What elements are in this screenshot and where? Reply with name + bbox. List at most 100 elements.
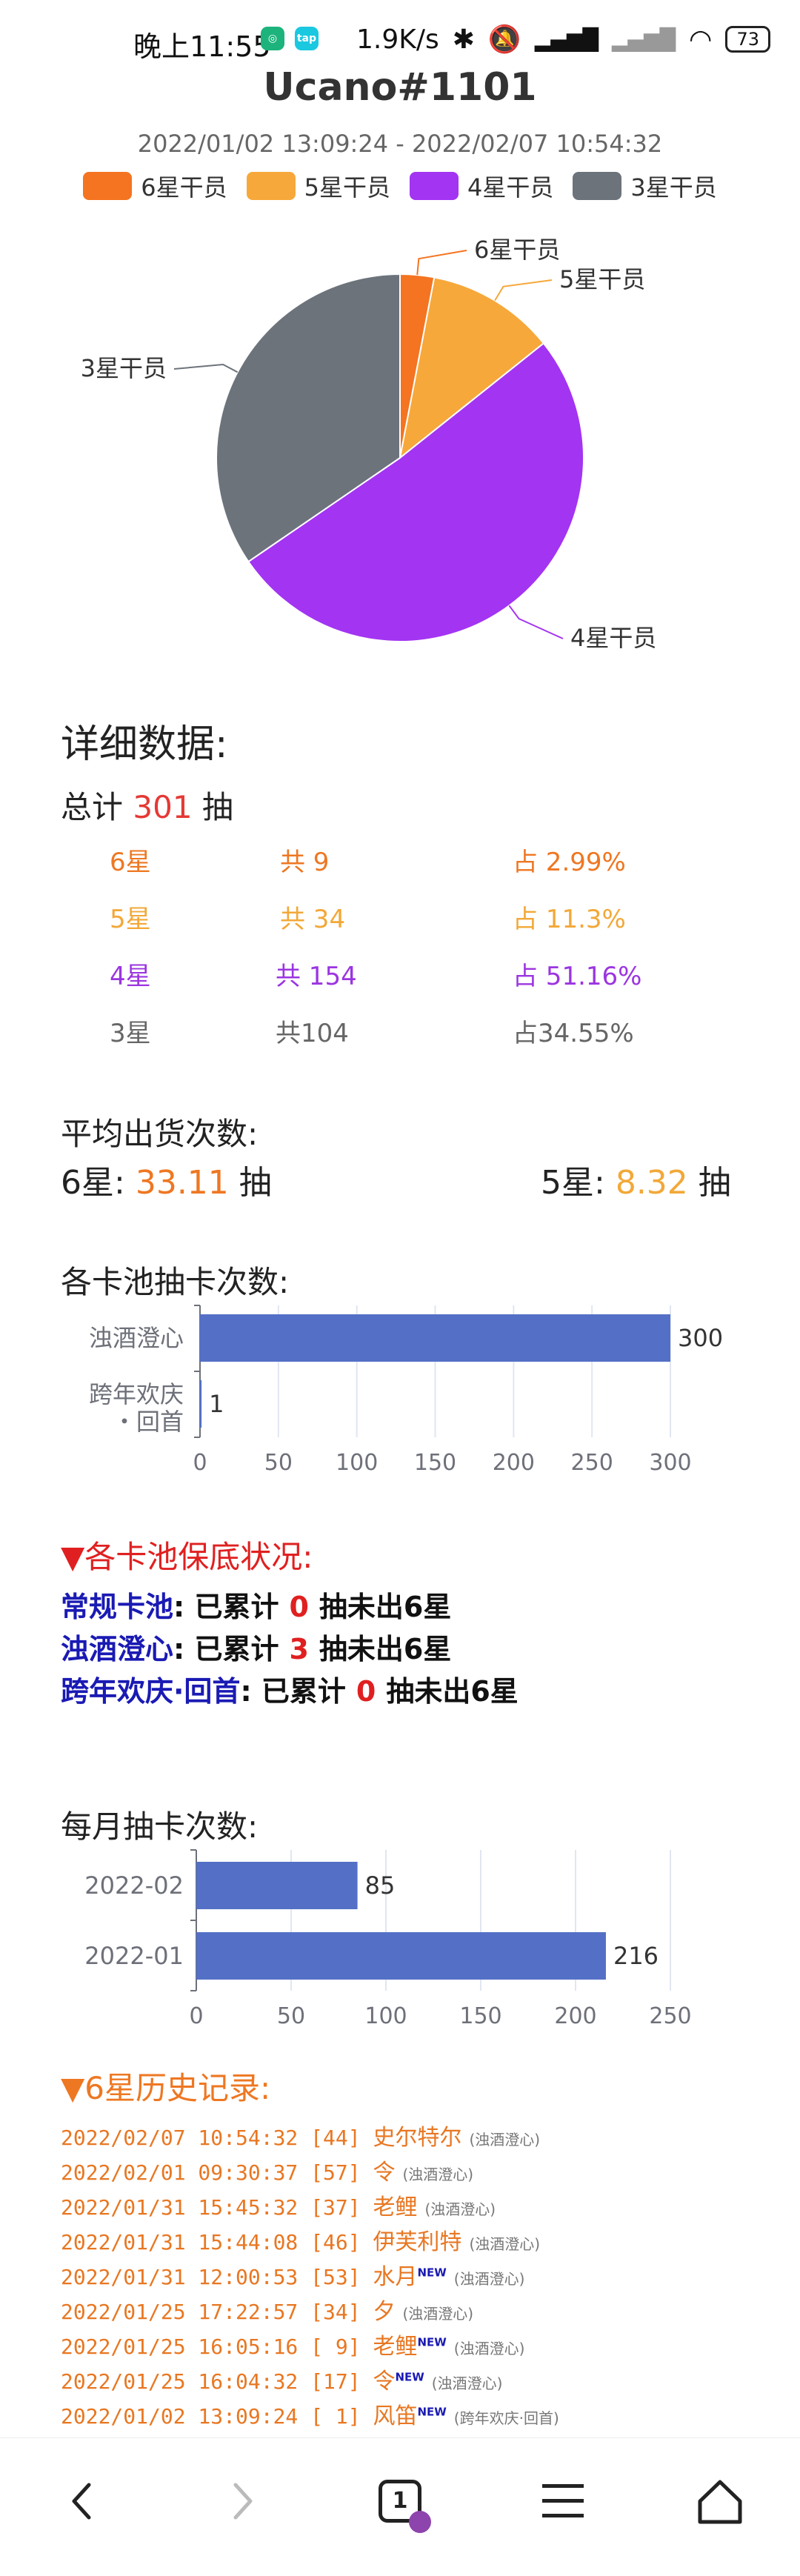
- monthly-bar-chart: 2022-02 2022-01 85 216 0 50 100 150 200 250: [84, 1849, 692, 2029]
- legend-swatch: [573, 172, 622, 200]
- monthly-tick-labels: 0 50 100 150 200 250: [189, 2003, 691, 2029]
- date-range: 2022/01/02 13:09:24 - 2022/02/07 10:54:3…: [137, 130, 663, 158]
- record-pool: (浊酒澄心): [402, 2305, 474, 2323]
- forward-button[interactable]: [199, 2460, 287, 2542]
- legend-item-5star[interactable]: 5星干员: [246, 169, 390, 203]
- pie-slice: [247, 342, 584, 642]
- detail-row-4star: 4星 共 154 占 51.16%: [0, 956, 800, 1000]
- record-pool: (浊酒澄心): [469, 2235, 541, 2253]
- forward-arrow-icon: [233, 2483, 253, 2520]
- detail-row-6star: 6星 共 9 占 2.99%: [0, 842, 800, 886]
- record-time: 2022/02/01 09:30:37 [57]: [61, 2160, 373, 2185]
- avg-five-value: 8.32: [615, 1164, 688, 1202]
- battery-icon: 73: [725, 26, 770, 53]
- legend-swatch: [410, 172, 459, 200]
- legend-swatch: [83, 172, 133, 200]
- browser-nav-bar: 1: [0, 2437, 800, 2576]
- tick-label: 0: [193, 1450, 207, 1476]
- record-time: 2022/01/02 13:09:24 [ 1]: [61, 2404, 373, 2429]
- record-name: 老鲤: [373, 2334, 418, 2360]
- legend-label: 5星干员: [304, 173, 390, 202]
- taptap-app-icon: tap: [295, 27, 319, 50]
- history-heading[interactable]: ▼6星历史记录:: [61, 2070, 271, 2106]
- status-indicators: 1.9K/s ✱ 🔕 ▂▄▆█ ▂▄▆█ ◠ 73: [356, 24, 770, 55]
- history-record: 2022/02/07 10:54:32 [44] 史尔特尔 (浊酒澄心): [61, 2119, 540, 2151]
- tick-label: 150: [414, 1450, 456, 1476]
- history-record: 2022/02/01 09:30:37 [57] 令 (浊酒澄心): [61, 2154, 473, 2186]
- record-pool: (浊酒澄心): [453, 2270, 525, 2288]
- new-tag: NEW: [417, 2405, 447, 2419]
- legend-label: 4星干员: [467, 173, 554, 202]
- bar-value-label: 85: [365, 1871, 396, 1900]
- pie-label-line: [494, 279, 553, 302]
- bar-value-label: 300: [678, 1324, 723, 1352]
- record-time: 2022/01/31 15:44:08 [46]: [61, 2230, 373, 2254]
- avg-six-value: 33.11: [135, 1164, 229, 1202]
- record-pool: (浊酒澄心): [469, 2131, 541, 2149]
- guarantee-pool: 常规卡池: [61, 1591, 174, 1623]
- detail-row-3star: 3星 共104 占34.55%: [0, 1013, 800, 1057]
- menu-button[interactable]: [519, 2460, 607, 2542]
- bar: [200, 1380, 202, 1428]
- total-pulls: 总计 301 抽: [61, 782, 233, 828]
- history-record: 2022/01/31 15:45:32 [37] 老鲤 (浊酒澄心): [61, 2189, 496, 2221]
- pie-label: 6星干员: [474, 236, 560, 264]
- detail-count: 共 154: [276, 962, 357, 991]
- record-name: 水月: [373, 2264, 418, 2290]
- guarantee-heading[interactable]: ▼各卡池保底状况:: [61, 1539, 313, 1575]
- legend-item-6star[interactable]: 6星干员: [83, 169, 227, 203]
- avg-six-label: 6星:: [61, 1164, 125, 1202]
- history-record: 2022/01/25 17:22:57 [34] 夕 (浊酒澄心): [61, 2293, 473, 2326]
- tick-label: 0: [189, 2003, 203, 2029]
- tick-label: 150: [459, 2003, 501, 2029]
- guarantee-suffix: 抽未出6星: [386, 1675, 519, 1708]
- pool-category-label: 浊酒澄心: [89, 1324, 184, 1352]
- pools-chart-heading: 各卡池抽卡次数:: [61, 1264, 290, 1300]
- legend-label: 3星干员: [630, 173, 717, 202]
- tick-label: 200: [554, 2003, 596, 2029]
- menu-icon: [542, 2484, 584, 2517]
- pie-label-line: [508, 605, 564, 639]
- tick-label: 200: [493, 1450, 535, 1476]
- legend-label: 6星干员: [141, 173, 227, 202]
- guarantee-pool: 跨年欢庆·回首: [61, 1675, 241, 1708]
- legend-item-3star[interactable]: 3星干员: [573, 169, 717, 203]
- back-button[interactable]: [37, 2460, 126, 2542]
- new-tag: NEW: [417, 2266, 447, 2280]
- pie-label: 5星干员: [559, 265, 645, 293]
- bar-value-label: 216: [613, 1942, 659, 1970]
- detail-pct: 占 11.3%: [513, 905, 626, 934]
- bar: [196, 1862, 358, 1909]
- pools-bars: 300 1: [200, 1314, 723, 1428]
- wifi-icon: ◠: [689, 24, 713, 55]
- detail-pct: 占34.55%: [513, 1019, 634, 1048]
- tick-label: 250: [571, 1450, 613, 1476]
- tick-label: 100: [336, 1450, 378, 1476]
- home-icon: [698, 2480, 742, 2524]
- month-category-label: 2022-02: [84, 1871, 184, 1900]
- guarantee-prefix: 已累计: [261, 1675, 346, 1708]
- pie-label-line: [416, 250, 467, 276]
- pie-label-line: [173, 364, 239, 373]
- guarantee-count: 3: [289, 1633, 309, 1665]
- detail-row-5star: 5星 共 34 占 11.3%: [0, 899, 800, 943]
- monthly-bars: 85 216: [196, 1862, 659, 1980]
- guarantee-count: 0: [356, 1675, 376, 1708]
- legend-item-4star[interactable]: 4星干员: [410, 169, 553, 203]
- incognito-badge-icon: [409, 2511, 431, 2533]
- tabs-button[interactable]: 1: [356, 2460, 444, 2542]
- record-pool: (浊酒澄心): [424, 2200, 496, 2218]
- detail-pct: 占 2.99%: [513, 848, 626, 877]
- pie-legend: 6星干员 5星干员 4星干员 3星干员: [0, 169, 800, 203]
- guarantee-suffix: 抽未出6星: [319, 1591, 452, 1623]
- record-pool: (浊酒澄心): [453, 2340, 525, 2357]
- home-button[interactable]: [676, 2460, 764, 2542]
- bluetooth-icon: ✱: [452, 24, 475, 55]
- total-value: 301: [133, 789, 193, 825]
- detail-count: 共 9: [280, 848, 330, 877]
- record-name: 伊芙利特: [373, 2229, 462, 2255]
- pie-label: 3星干员: [81, 354, 167, 382]
- record-time: 2022/02/07 10:54:32 [44]: [61, 2126, 373, 2150]
- detail-star: 3星: [110, 1019, 151, 1048]
